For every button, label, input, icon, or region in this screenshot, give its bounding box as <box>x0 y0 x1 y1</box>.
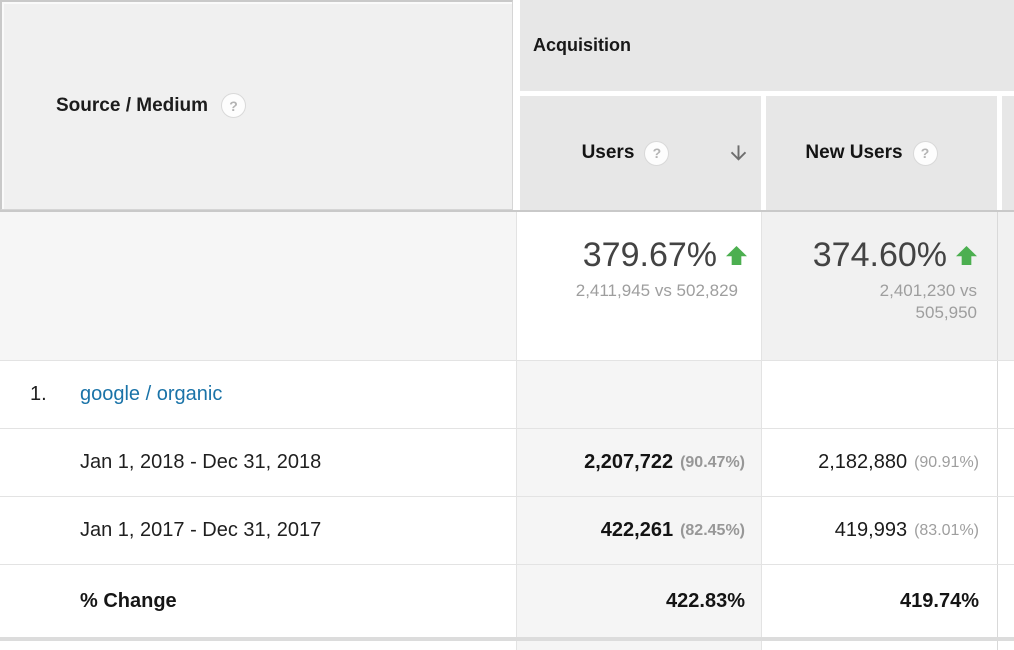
new-users-percent-change: 374.60% <box>762 237 977 273</box>
users-value-2017: 422,261 (82.45%) <box>517 497 761 564</box>
summary-new-users-cell-bg <box>762 212 997 360</box>
header-bottom-border <box>0 210 1014 212</box>
positive-change-arrow-icon <box>726 246 747 265</box>
users-value-2018: 2,207,722 (90.47%) <box>517 429 761 496</box>
summary-new-users: 374.60% 2,401,230 vs 505,950 <box>762 212 997 360</box>
table-row-daterange-2018: Jan 1, 2018 - Dec 31, 2018 <box>0 429 516 496</box>
row-divider <box>0 496 1014 497</box>
users-count: 422,261 <box>600 519 674 541</box>
column-header-next-partial <box>1002 96 1014 210</box>
new-users-comparison-line1: 2,401,230 vs <box>879 281 977 300</box>
users-percent-change-value: 422.83% <box>517 565 761 637</box>
row-divider <box>0 428 1014 429</box>
summary-users: 379.67% 2,411,945 vs 502,829 <box>517 212 761 360</box>
column-divider <box>997 212 998 650</box>
new-users-percent-of-total: (90.91%) <box>914 453 979 471</box>
help-icon[interactable]: ? <box>644 140 670 166</box>
users-count: 2,207,722 <box>584 451 674 473</box>
entry-separator <box>0 637 1014 641</box>
help-icon[interactable]: ? <box>912 140 938 166</box>
positive-change-arrow-icon <box>956 246 977 265</box>
column-divider <box>516 212 517 650</box>
table-row-source: 1. google / organic <box>0 361 516 428</box>
percent-change-label: % Change <box>80 589 177 612</box>
group-header-acquisition: Acquisition <box>520 0 1014 91</box>
users-percent-of-total: (90.47%) <box>680 453 745 471</box>
users-column-shading <box>517 361 761 650</box>
new-users-percent-change-value: 419.74% <box>762 565 997 637</box>
row-index: 1. <box>30 383 47 405</box>
new-users-comparison-totals: 2,401,230 vs 505,950 <box>762 280 977 324</box>
dimension-header-label: Source / Medium <box>56 94 209 116</box>
dimension-header-cell: Source / Medium ? <box>0 0 513 210</box>
new-users-count: 419,993 <box>834 519 908 541</box>
users-percent-of-total: (82.45%) <box>680 521 745 539</box>
new-users-value-2018: 2,182,880 (90.91%) <box>762 429 997 496</box>
new-users-comparison-line2: 505,950 <box>915 303 977 322</box>
row-divider <box>0 360 1014 361</box>
table-row-daterange-2017: Jan 1, 2017 - Dec 31, 2017 <box>0 497 516 564</box>
column-header-users[interactable]: Users ? <box>520 96 761 210</box>
new-users-value-2017: 419,993 (83.01%) <box>762 497 997 564</box>
column-divider <box>761 212 762 650</box>
users-change: 422.83% <box>666 589 745 612</box>
users-comparison-totals: 2,411,945 vs 502,829 <box>575 281 738 300</box>
column-header-new-users[interactable]: New Users ? <box>766 96 997 210</box>
group-header-label: Acquisition <box>533 35 631 55</box>
new-users-change: 419.74% <box>900 589 979 612</box>
source-medium-link[interactable]: google / organic <box>80 383 223 405</box>
users-column-label: Users <box>581 142 635 163</box>
help-icon[interactable]: ? <box>221 93 247 118</box>
date-range-label: Jan 1, 2017 - Dec 31, 2017 <box>80 519 322 541</box>
row-divider <box>0 564 1014 565</box>
new-users-percent-value: 374.60% <box>812 236 947 274</box>
users-percent-change: 379.67% <box>517 237 747 273</box>
sort-descending-icon[interactable] <box>727 142 750 165</box>
new-users-count: 2,182,880 <box>818 451 908 473</box>
users-percent-value: 379.67% <box>582 236 717 274</box>
new-users-column-label: New Users <box>805 142 903 163</box>
summary-dimension-cell <box>0 212 516 360</box>
new-users-percent-of-total: (83.01%) <box>914 521 979 539</box>
date-range-label: Jan 1, 2018 - Dec 31, 2018 <box>80 451 322 473</box>
table-row-percent-change: % Change <box>0 565 516 637</box>
summary-next-column-partial <box>998 212 1014 360</box>
